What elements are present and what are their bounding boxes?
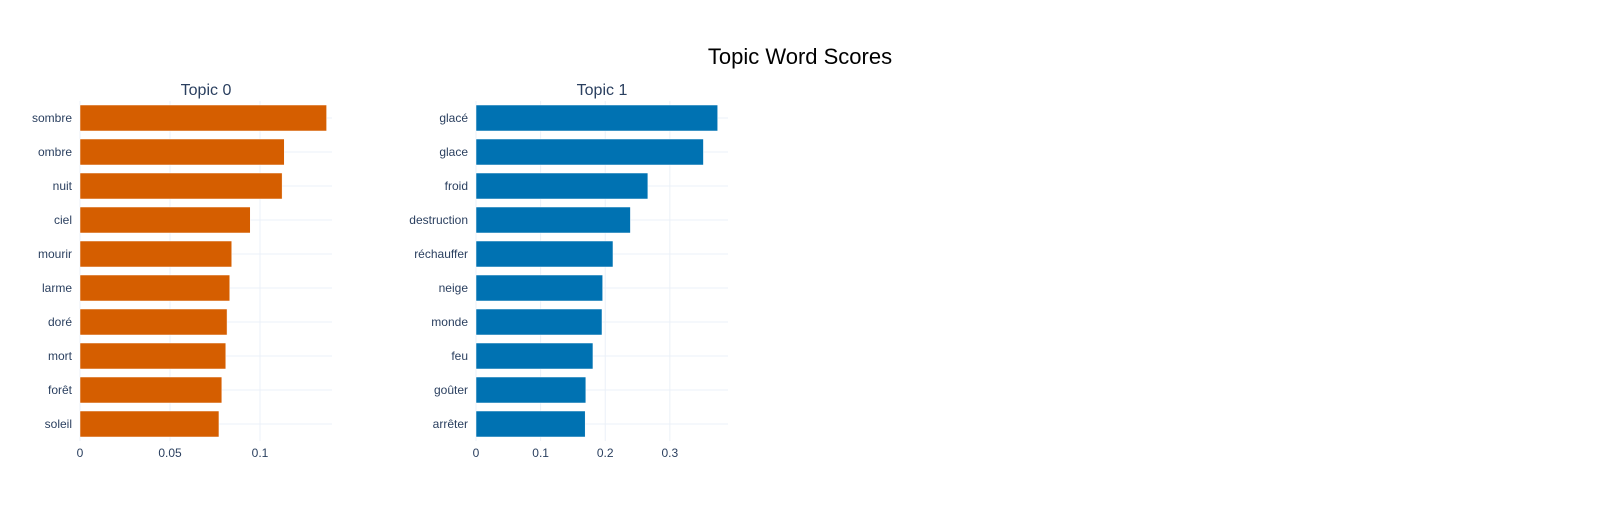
panel-1-y-tick-label: neige [439, 281, 469, 295]
panel-1-y-tick-label: goûter [434, 383, 468, 397]
panel-1-y-tick-label: arrêter [433, 417, 468, 431]
panel-1-bar-glace [475, 138, 704, 166]
panel-0-y-tick-label: mort [48, 349, 73, 363]
panel-0-bar-mourir [79, 240, 232, 268]
panel-0-y-tick-label: ombre [38, 145, 72, 159]
panel-0-y-tick-label: soleil [45, 417, 72, 431]
panel-title-1: Topic 1 [577, 82, 628, 99]
panel-0-bar-ombre [79, 138, 285, 166]
panel-title-0: Topic 0 [181, 82, 232, 99]
panel-0-bar-nuit [79, 172, 283, 200]
panel-1-x-tick-label: 0.3 [662, 446, 679, 460]
panel-0-bar-forêt [79, 376, 223, 404]
chart-title: Topic Word Scores [708, 44, 892, 69]
panel-1-y-tick-label: monde [431, 315, 468, 329]
panel-0-bar-doré [79, 308, 228, 336]
panel-1-bar-neige [475, 274, 603, 302]
panel-1-y-tick-label: froid [445, 179, 468, 193]
panel-0-y-tick-label: forêt [48, 383, 73, 397]
panel-0-bar-ciel [79, 206, 251, 234]
panel-1-y-tick-label: réchauffer [414, 247, 468, 261]
panel-1-bar-goûter [475, 376, 587, 404]
panel-1-bar-destruction [475, 206, 631, 234]
panel-1-x-tick-label: 0 [473, 446, 480, 460]
panel-1-y-tick-label: glace [439, 145, 468, 159]
panel-1-y-tick-label: feu [451, 349, 468, 363]
panel-0-y-tick-label: doré [48, 315, 72, 329]
panel-0-y-tick-label: larme [42, 281, 72, 295]
panel-1-x-tick-label: 0.1 [532, 446, 549, 460]
panel-0-x-tick-label: 0.1 [252, 446, 269, 460]
panel-1-y-tick-label: destruction [409, 213, 468, 227]
panel-1-bar-froid [475, 172, 649, 200]
panel-0-y-tick-label: ciel [54, 213, 72, 227]
panel-0-y-tick-label: mourir [38, 247, 72, 261]
panel-1-bar-arrêter [475, 410, 586, 438]
panel-0-bar-larme [79, 274, 231, 302]
panel-0-y-tick-label: nuit [53, 179, 73, 193]
panel-1-bar-monde [475, 308, 603, 336]
panel-0-bar-mort [79, 342, 227, 370]
panel-0-bar-soleil [79, 410, 220, 438]
panel-1-x-tick-label: 0.2 [597, 446, 614, 460]
panel-0-x-tick-label: 0.05 [158, 446, 182, 460]
chart-panels: Topic 0 sombre ombre nuit ciel mourir larme dor… [32, 82, 728, 460]
panel-1-y-tick-label: glacé [439, 111, 468, 125]
panel-0-y-tick-label: sombre [32, 111, 72, 125]
panel-1-bar-réchauffer [475, 240, 614, 268]
panel-0-x-tick-label: 0 [77, 446, 84, 460]
panel-1-bar-glacé [475, 104, 718, 132]
panel-1-bar-feu [475, 342, 594, 370]
panel-0-bar-sombre [79, 104, 327, 132]
